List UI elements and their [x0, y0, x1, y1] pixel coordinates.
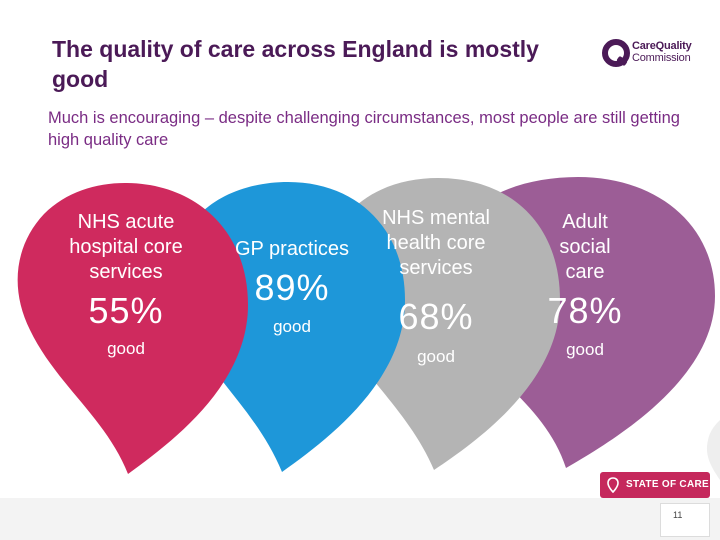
- card-label: GP practices: [234, 238, 350, 260]
- card-rating: good: [107, 339, 145, 358]
- cqc-logo-text: CareQuality Commission: [632, 40, 692, 64]
- page-number-box: [660, 503, 710, 537]
- card-percent: 89%: [254, 267, 330, 308]
- card-percent: 55%: [88, 290, 164, 331]
- map-pin-icon: [607, 477, 619, 493]
- card-nhs-mental-health: NHS mental health core services 68% good: [366, 206, 506, 367]
- card-percent: 78%: [547, 290, 623, 331]
- card-adult-social-care: Adult social care 78% good: [538, 210, 632, 360]
- logo-line-1: CareQuality: [632, 40, 692, 52]
- card-rating: good: [273, 317, 311, 336]
- page-title: The quality of care across England is mo…: [52, 36, 539, 92]
- card-rating: good: [417, 347, 455, 366]
- state-of-care-label: STATE OF CARE: [626, 479, 709, 490]
- page-subtitle: Much is encouraging – despite challengin…: [48, 109, 680, 149]
- card-gp-practices: GP practices 89% good: [232, 237, 352, 337]
- card-label: Adult social care: [559, 211, 611, 283]
- card-percent: 68%: [398, 296, 474, 337]
- footer-band: [0, 498, 720, 540]
- cqc-logo-icon: [602, 39, 630, 67]
- page-number: 11: [673, 510, 683, 520]
- pin-nhs-acute: [17, 183, 248, 474]
- logo-line-2: Commission: [632, 52, 691, 64]
- card-rating: good: [566, 340, 604, 359]
- card-nhs-acute: NHS acute hospital core services 55% goo…: [46, 210, 206, 359]
- card-label: NHS acute hospital core services: [69, 211, 183, 283]
- decorative-pin-edge: [706, 420, 720, 480]
- card-label: NHS mental health core services: [382, 207, 490, 279]
